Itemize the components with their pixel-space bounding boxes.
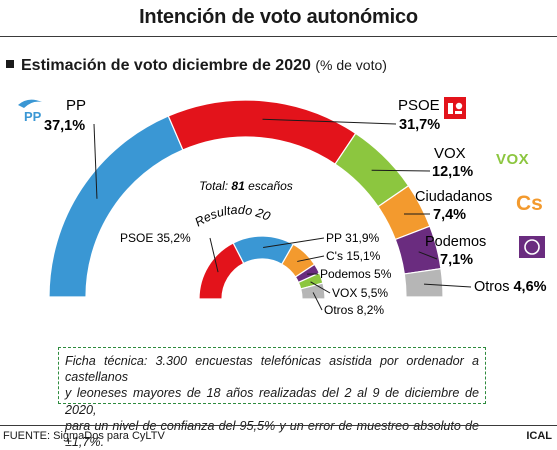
outer-arc-pp (48, 115, 184, 298)
inner-label-podemos: Podemos 5% (320, 267, 392, 281)
label-otros: Otros 4,6% (474, 279, 547, 295)
source-credit: FUENTE: SigmaDos para CyLTV (3, 430, 165, 442)
inner-leader-cs (297, 255, 325, 262)
label-ciudadanos: Ciudadanos (415, 189, 492, 205)
svg-text:VOX: VOX (496, 151, 529, 168)
podemos-logo (519, 236, 545, 258)
leader-otros (423, 283, 472, 288)
svg-text:Cs: Cs (516, 192, 543, 215)
chart-title: Intención de voto autonómico (139, 6, 418, 28)
pp-logo: PP (18, 99, 42, 124)
leader-lines (93, 118, 472, 311)
agency-credit: ICAL (526, 430, 552, 442)
svg-text:PP: PP (24, 109, 42, 124)
leader-psoe (262, 118, 397, 125)
inner-label-pp: PP 31,9% (326, 231, 379, 245)
leader-pp (93, 123, 98, 199)
value-vox: 12,1% (432, 164, 473, 180)
value-podemos: 7,1% (440, 252, 473, 268)
leader-vox (371, 169, 431, 172)
inner-label-vox: VOX 5,5% (332, 286, 388, 300)
label-podemos: Podemos (425, 234, 486, 250)
inner-leader-pp (263, 237, 325, 249)
inner-label-otros: Otros 8,2% (324, 303, 384, 317)
vox-logo: VOX (496, 151, 529, 168)
psoe-logo (444, 97, 466, 119)
inner-label-cs: C's 15,1% (326, 249, 381, 263)
inner-leader-psoe (209, 237, 219, 273)
cs-logo: Cs (516, 192, 543, 215)
value-pp: 37,1% (44, 118, 85, 134)
vote-estimate-chart: Total: 81 escaños Resultado 2019 PP 37,1… (0, 0, 547, 317)
inner-label-psoe: PSOE 35,2% (120, 231, 191, 245)
label-psoe: PSOE (398, 97, 440, 114)
value-ciudadanos: 7,4% (433, 207, 466, 223)
chart-subtitle: Estimación de voto diciembre de 2020 (% … (6, 57, 387, 75)
inner-arc-group (198, 235, 326, 300)
label-vox: VOX (434, 145, 466, 162)
footer-divider (0, 425, 557, 426)
outer-arc-otros (403, 267, 444, 298)
outer-arc-psoe (167, 99, 357, 165)
inner-leader-otros (312, 292, 323, 311)
technical-note: Ficha técnica: 3.300 encuestas telefónic… (58, 347, 486, 449)
subtitle-unit: (% de voto) (315, 57, 387, 73)
label-pp: PP (66, 97, 86, 114)
inner-leader-vox (310, 281, 331, 294)
leader-podemos (418, 251, 438, 260)
title-divider (0, 36, 557, 37)
value-psoe: 31,7% (399, 117, 440, 133)
subtitle-text: Estimación de voto diciembre de 2020 (21, 57, 311, 74)
subtitle-bullet (6, 60, 14, 68)
total-seats-label: Total: 81 escaños (199, 179, 293, 193)
